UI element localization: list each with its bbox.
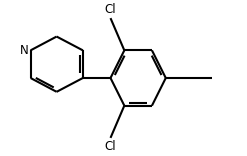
Text: Cl: Cl — [105, 140, 116, 153]
Text: Cl: Cl — [105, 3, 116, 16]
Text: N: N — [20, 44, 28, 57]
